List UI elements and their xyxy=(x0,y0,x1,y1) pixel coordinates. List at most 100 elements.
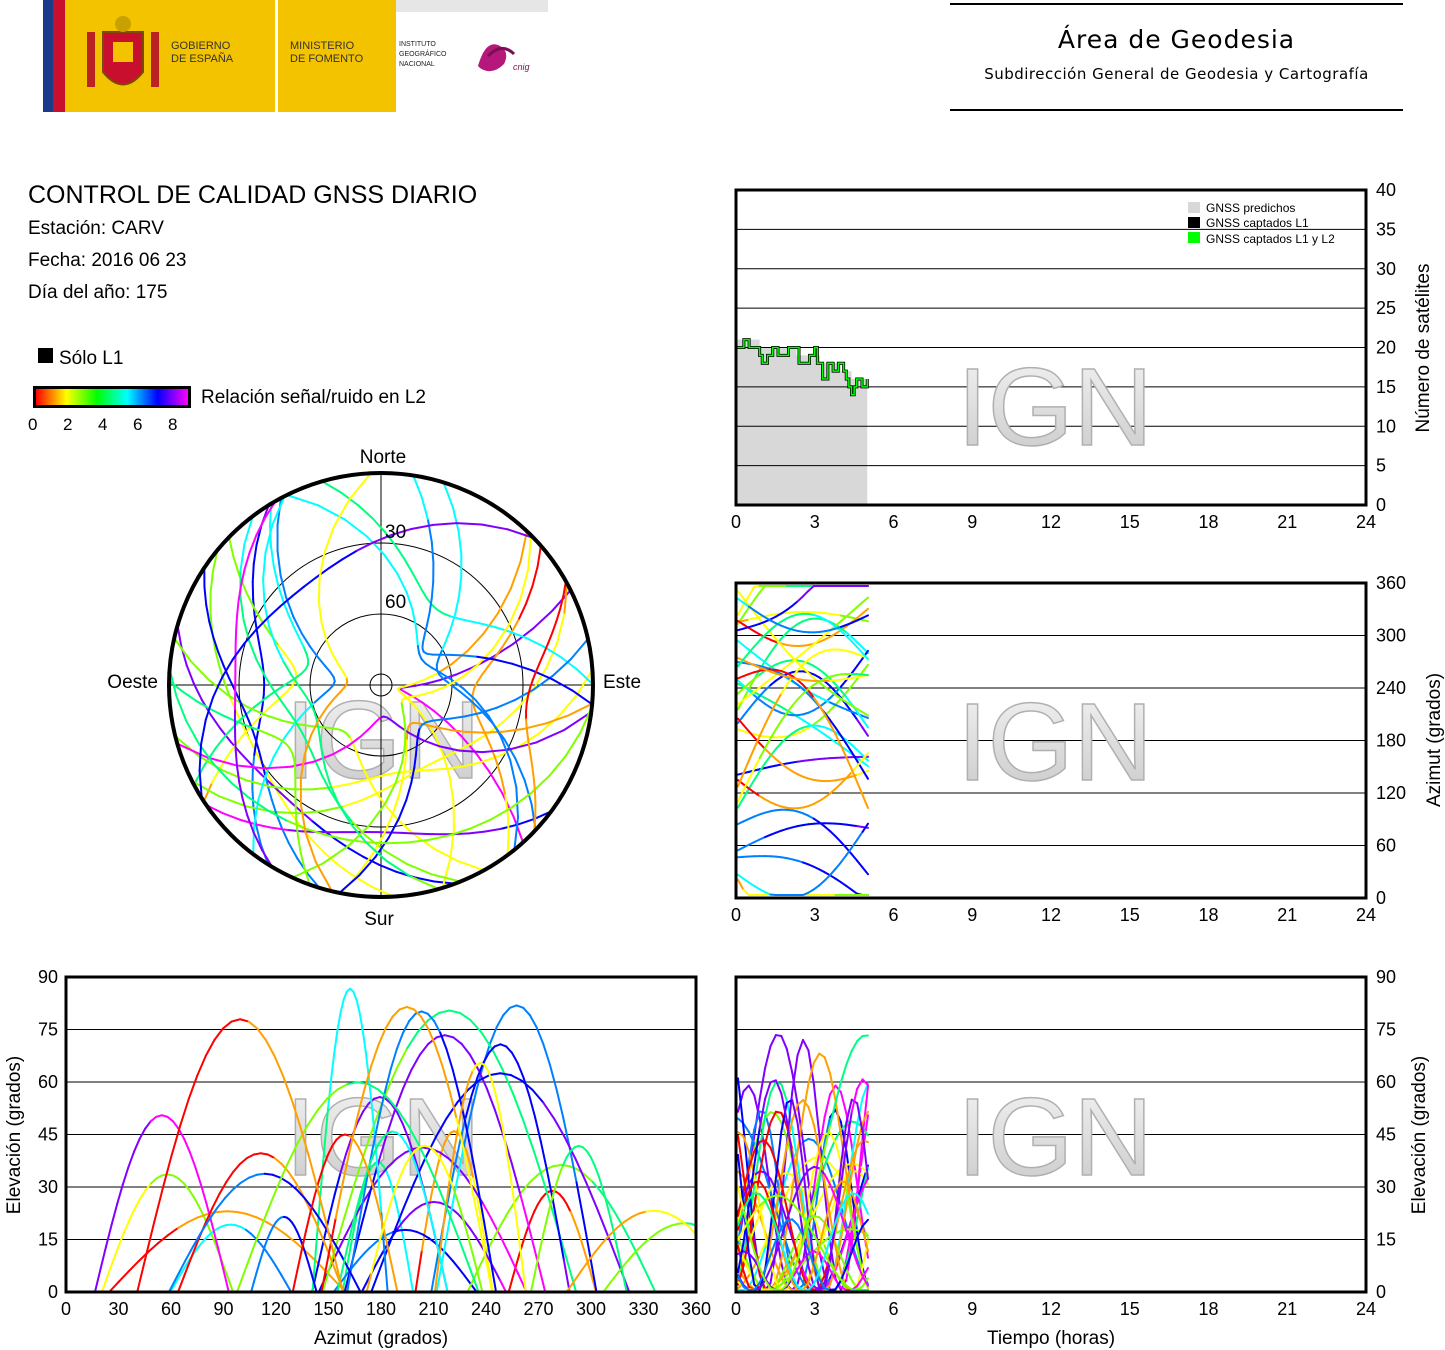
track-segment xyxy=(785,1260,794,1277)
track-segment xyxy=(467,1263,480,1293)
track-segment xyxy=(585,1181,598,1210)
track-segment xyxy=(377,1174,383,1215)
track-segment xyxy=(471,1063,478,1072)
skyplot-tracks xyxy=(168,472,594,898)
track-segment xyxy=(512,815,525,844)
track-segment xyxy=(742,1167,750,1192)
track-segment xyxy=(571,689,594,706)
track-segment xyxy=(780,1034,788,1050)
track-segment xyxy=(313,710,318,721)
track-segment xyxy=(769,1080,777,1094)
track-segment xyxy=(233,719,248,727)
x-tick-label: 240 xyxy=(471,1299,501,1319)
x-tick-label: 0 xyxy=(731,1299,741,1319)
gov-line1: GOBIERNO xyxy=(171,40,231,52)
track-segment xyxy=(409,1149,416,1158)
track-segment xyxy=(435,657,440,667)
track-segment xyxy=(384,850,409,866)
track-segment xyxy=(791,1259,799,1276)
track-segment xyxy=(248,639,258,661)
track-segment xyxy=(839,689,848,699)
track-segment xyxy=(758,1242,767,1257)
track-segment xyxy=(823,1235,832,1242)
watermark: IGN xyxy=(957,1076,1153,1199)
track-segment xyxy=(791,679,799,686)
track-segment xyxy=(769,1209,777,1243)
track-segment xyxy=(245,779,271,788)
area-header: Área de Geodesia Subdirección General de… xyxy=(950,3,1403,111)
x-tick-label: 60 xyxy=(161,1299,181,1319)
track-segment xyxy=(839,777,848,785)
track-segment xyxy=(839,840,848,849)
y-tick-label: 30 xyxy=(1376,259,1396,279)
track-segment xyxy=(294,672,303,680)
track-segment xyxy=(845,1228,853,1261)
track-segment xyxy=(861,711,869,717)
track-segment xyxy=(238,818,258,826)
track-segment xyxy=(769,663,777,669)
track-segment xyxy=(774,758,783,765)
legend-l1-swatch xyxy=(38,348,53,363)
track-segment xyxy=(839,1196,848,1210)
track-segment xyxy=(796,692,804,701)
track-segment xyxy=(856,859,864,869)
track-segment xyxy=(365,841,388,862)
track-segment xyxy=(291,1270,299,1293)
track-segment xyxy=(785,1273,794,1286)
track-segment xyxy=(483,1063,489,1072)
track-segment xyxy=(528,1094,537,1118)
track-segment xyxy=(774,741,783,750)
track-segment xyxy=(823,825,832,833)
track-segment xyxy=(421,739,441,748)
track-segment xyxy=(128,1207,136,1222)
track-segment xyxy=(203,585,208,606)
track-segment xyxy=(266,1231,272,1240)
track-segment xyxy=(823,713,832,725)
track-segment xyxy=(536,1197,543,1206)
track-segment xyxy=(861,1177,869,1190)
track-segment xyxy=(536,1168,547,1176)
track-segment xyxy=(845,742,853,754)
track-segment xyxy=(834,693,842,700)
track-segment xyxy=(545,714,571,725)
track-segment xyxy=(356,853,374,876)
track-segment xyxy=(764,754,772,765)
y-tick-label: 75 xyxy=(38,1020,58,1040)
track-segment xyxy=(276,497,283,527)
track-segment xyxy=(110,1202,119,1226)
track-segment xyxy=(812,884,821,891)
track-segment xyxy=(429,767,447,772)
track-segment xyxy=(529,755,534,769)
track-segment xyxy=(565,1149,572,1159)
track-segment xyxy=(482,1229,488,1252)
track-segment xyxy=(480,666,489,677)
track-segment xyxy=(529,1210,536,1222)
track-segment xyxy=(400,831,416,835)
track-segment xyxy=(823,733,832,740)
track-segment xyxy=(270,1257,278,1268)
track-segment xyxy=(297,684,307,696)
track-segment xyxy=(239,1176,250,1184)
track-segment xyxy=(812,673,821,679)
track-segment xyxy=(845,1192,853,1199)
track-segment xyxy=(774,670,783,676)
track-segment xyxy=(742,606,750,617)
track-segment xyxy=(444,676,463,688)
track-segment xyxy=(785,766,794,773)
track-segment xyxy=(418,691,433,697)
track-segment xyxy=(802,1281,810,1291)
track-segment xyxy=(737,1209,745,1227)
track-segment xyxy=(354,876,375,889)
track-segment xyxy=(228,677,236,692)
track-segment xyxy=(339,998,345,1013)
track-segment xyxy=(111,1246,120,1263)
satellites-legend: GNSS predichos GNSS captados L1 GNSS cap… xyxy=(1188,201,1335,246)
track-segment xyxy=(397,799,408,820)
track-segment xyxy=(177,1221,189,1229)
track-segment xyxy=(231,1181,242,1191)
track-segment xyxy=(818,1273,826,1289)
track-segment xyxy=(807,1224,815,1236)
track-segment xyxy=(850,704,859,710)
track-segment xyxy=(753,884,761,891)
